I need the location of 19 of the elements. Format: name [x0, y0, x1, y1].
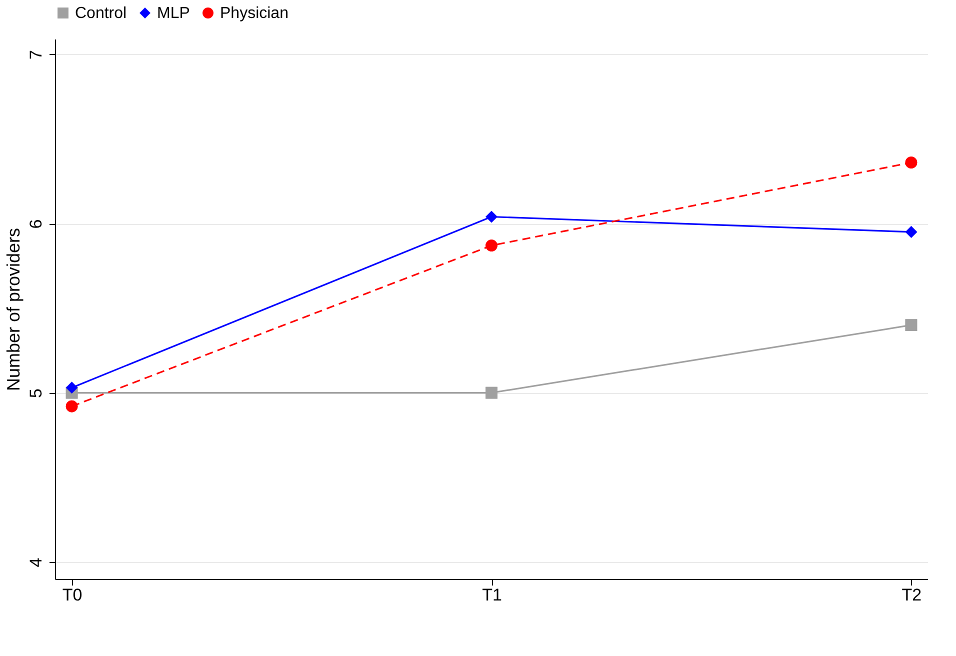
legend-label: MLP: [157, 5, 190, 22]
x-tick-label: T2: [902, 586, 922, 604]
point: [486, 240, 498, 252]
point: [905, 156, 918, 168]
point: [66, 400, 78, 412]
y-tick-label: 6: [26, 219, 46, 229]
point: [905, 226, 918, 238]
y-tick-label: 7: [26, 50, 46, 60]
y-tick-label: 4: [26, 558, 46, 568]
x-tick-label: T0: [62, 586, 82, 604]
point: [66, 382, 78, 394]
legend-label: Control: [75, 5, 127, 22]
y-axis-title: Number of providers: [4, 228, 24, 392]
point: [486, 210, 498, 223]
y-tick-label: 5: [26, 388, 46, 398]
legend-label: Physician: [220, 5, 288, 22]
point: [905, 319, 918, 331]
point: [486, 386, 498, 399]
x-tick-label: T1: [482, 586, 502, 604]
